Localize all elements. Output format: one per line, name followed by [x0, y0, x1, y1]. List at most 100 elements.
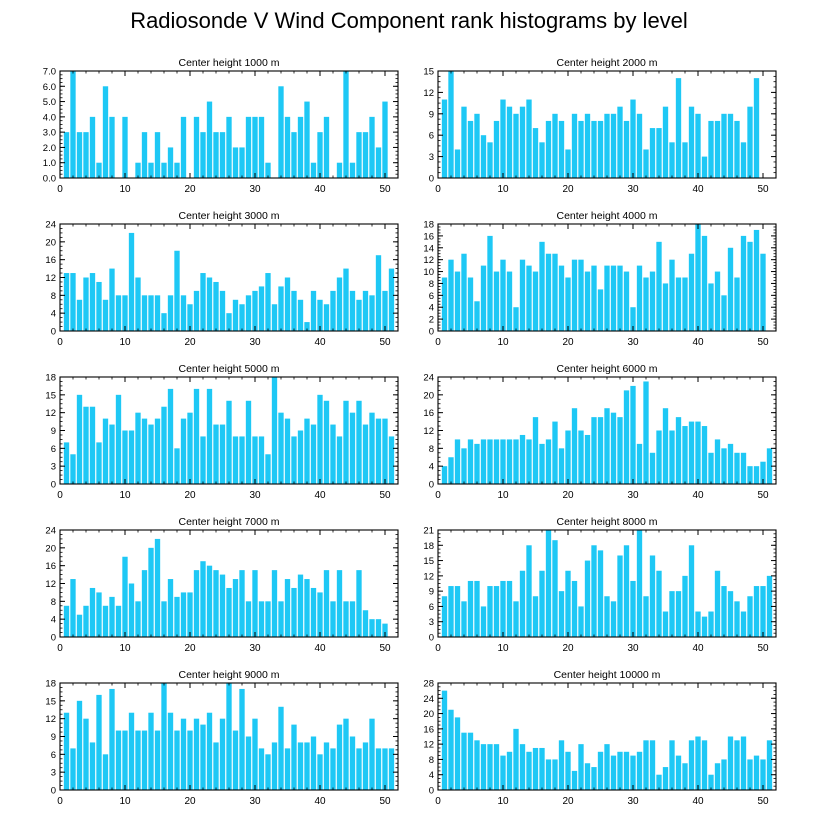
histogram-bar — [539, 747, 545, 790]
histogram-bar — [753, 586, 760, 637]
panel-title: Center height 5000 m — [179, 363, 280, 375]
histogram-bar — [701, 235, 708, 331]
x-tick-label: 40 — [314, 643, 326, 654]
histogram-bar — [753, 229, 760, 331]
histogram-bar — [226, 116, 232, 178]
histogram-bar — [688, 545, 695, 637]
histogram-bar — [115, 605, 122, 637]
histogram-bar — [362, 742, 369, 790]
x-tick-label: 20 — [184, 643, 196, 654]
histogram-bar — [513, 307, 519, 331]
histogram-bar — [174, 730, 180, 790]
histogram-bar — [154, 418, 161, 484]
y-tick-label: 3 — [51, 462, 56, 473]
histogram-bar — [213, 570, 219, 638]
histogram-bar — [252, 116, 258, 178]
histogram-bar — [115, 730, 122, 790]
histogram-bar — [604, 408, 610, 484]
histogram-bar — [382, 418, 388, 484]
y-tick-label: 3.0 — [43, 128, 56, 139]
histogram-bar — [526, 99, 532, 178]
histogram-bar — [141, 418, 148, 484]
histogram-bar — [617, 106, 623, 178]
x-tick-label: 20 — [562, 184, 574, 195]
y-tick-label: 4.0 — [43, 112, 56, 123]
histogram-bar — [454, 271, 461, 331]
histogram-bar — [649, 452, 656, 484]
histogram-bar — [740, 736, 747, 790]
histogram-bar — [669, 591, 675, 637]
y-tick-label: 0 — [51, 786, 56, 797]
histogram-bar — [519, 744, 526, 790]
y-tick-label: 20 — [423, 709, 434, 720]
histogram-bar — [591, 767, 597, 790]
histogram-bar — [584, 560, 591, 637]
panel-title: Center height 9000 m — [179, 669, 280, 681]
x-tick-label: 10 — [497, 490, 509, 501]
histogram-bar — [161, 162, 167, 178]
histogram-bar — [454, 717, 461, 790]
histogram-bar — [206, 277, 213, 331]
histogram-bar — [610, 412, 617, 484]
histogram-bar — [513, 728, 519, 790]
histogram-bar — [584, 113, 591, 178]
histogram-bar — [480, 265, 487, 331]
histogram-bar — [297, 574, 304, 637]
histogram-bar — [265, 454, 271, 484]
histogram-bar — [649, 740, 656, 790]
y-tick-label: 0 — [51, 480, 56, 491]
histogram-bar — [161, 406, 167, 484]
histogram-bar — [480, 135, 487, 178]
y-tick-label: 16 — [423, 724, 434, 735]
histogram-bar — [662, 408, 669, 484]
histogram-bar — [213, 424, 219, 484]
histogram-bar — [682, 426, 688, 484]
y-tick-label: 6 — [429, 291, 434, 302]
panel-title: Center height 3000 m — [179, 210, 280, 222]
histogram-bar — [330, 424, 336, 484]
histogram-bar — [740, 452, 747, 484]
histogram-bar — [493, 586, 500, 637]
histogram-bar — [232, 730, 239, 790]
histogram-bar — [200, 724, 206, 790]
histogram-bar — [734, 452, 740, 484]
histogram-bar — [545, 439, 552, 484]
histogram-bar — [441, 277, 448, 331]
histogram-bar — [526, 545, 532, 637]
x-tick-label: 0 — [57, 796, 63, 807]
histogram-bar — [375, 418, 382, 484]
histogram-bar — [148, 295, 154, 331]
histogram-bar — [701, 740, 708, 790]
histogram-bar — [63, 605, 70, 637]
histogram-bar — [310, 290, 317, 332]
histogram-bar — [187, 412, 193, 484]
histogram-bar — [662, 106, 669, 178]
histogram-bar — [539, 142, 545, 178]
histogram-bar — [76, 700, 83, 790]
histogram-bar — [662, 767, 669, 790]
histogram-bar — [187, 592, 193, 637]
histogram-bar — [747, 759, 753, 790]
histogram-bar — [552, 540, 558, 637]
x-tick-label: 10 — [119, 490, 131, 501]
histogram-bar — [721, 448, 727, 484]
histogram-bar — [760, 253, 766, 331]
histogram-bar — [597, 120, 604, 178]
histogram-bar — [362, 290, 369, 332]
y-tick-label: 0 — [429, 174, 434, 185]
histogram-bar — [448, 71, 454, 178]
x-tick-label: 0 — [435, 184, 441, 195]
histogram-bar — [526, 439, 532, 484]
histogram-bar — [336, 724, 343, 790]
histogram-bar — [226, 313, 232, 331]
histogram-bar — [636, 113, 643, 178]
histogram-bar — [760, 759, 766, 790]
histogram-bar — [682, 277, 688, 331]
panel-8: Center height 8000 m 0 10 20 30 40 50 0 3 6 9 12 15 1… — [423, 516, 777, 654]
histogram-bar — [193, 570, 200, 638]
histogram-bar — [552, 253, 558, 331]
histogram-bar — [682, 142, 688, 178]
histogram-bar — [330, 290, 336, 332]
y-tick-label: 20 — [423, 390, 434, 401]
y-tick-label: 2 — [429, 315, 434, 326]
